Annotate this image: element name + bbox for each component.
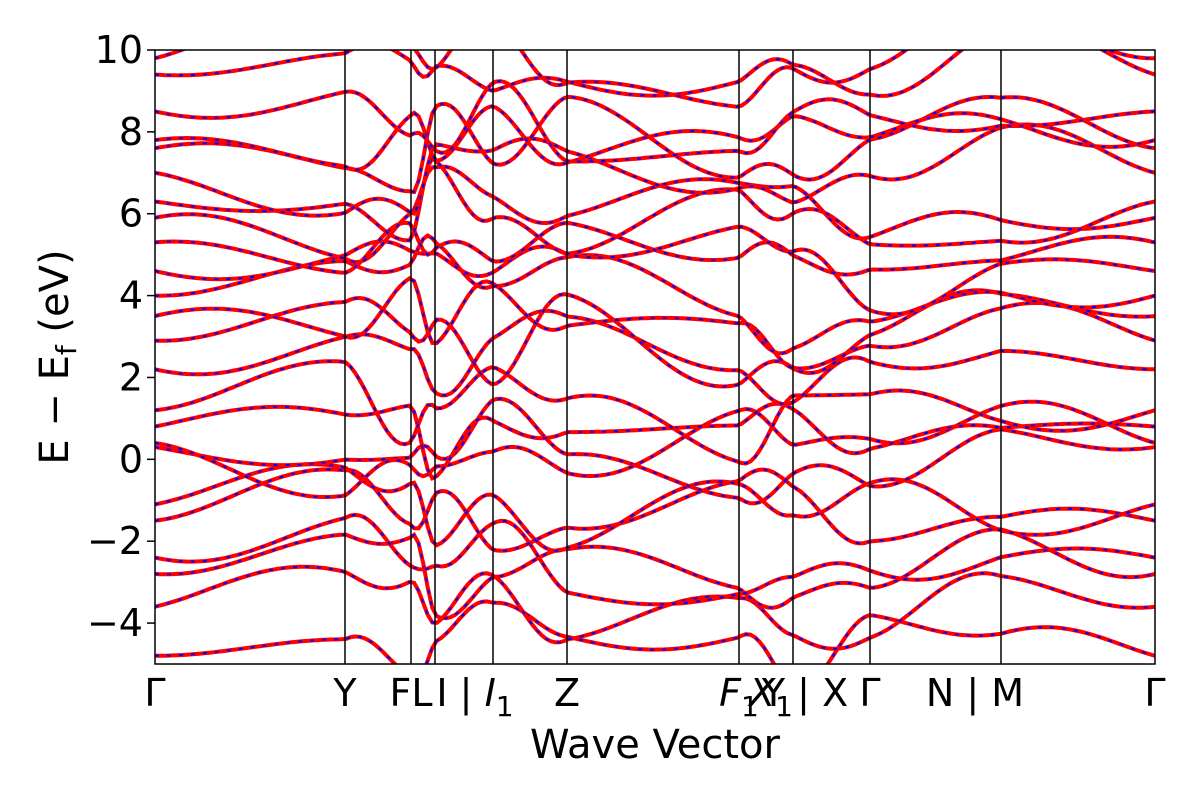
y-tick-label: 10 — [95, 28, 143, 72]
y-axis-title-main: E − E — [32, 355, 78, 465]
band-line-solid — [155, 359, 1155, 466]
band-line-solid — [155, 233, 1155, 356]
kpoint-divider-lines — [344, 50, 1002, 664]
band-line-dashed — [155, 513, 1155, 606]
band-line-solid — [155, 155, 1155, 256]
band-line-dashed — [155, 225, 1155, 316]
band-line-solid — [155, 564, 1155, 651]
kpoint-label: X1 — [747, 671, 793, 723]
band-line-solid — [155, 599, 1155, 664]
y-tick-label: 4 — [119, 274, 143, 318]
kpoint-label: I | I1 — [436, 671, 513, 723]
band-line-dashed — [155, 277, 1155, 375]
kpoint-label: Y — [332, 671, 357, 715]
y-tick-label: −2 — [87, 519, 143, 563]
kpoint-label: F1 — [719, 671, 759, 723]
band-line-solid — [155, 122, 1155, 218]
kpoint-label: Y | X — [761, 671, 848, 716]
y-axis-title-sub: f — [50, 344, 83, 355]
band-line-solid — [155, 104, 1155, 172]
y-tick-label: 2 — [119, 355, 143, 399]
band-line-dashed — [155, 397, 1155, 505]
y-axis-title: E − Ef (eV) — [32, 249, 83, 464]
band-line-solid — [155, 462, 1155, 553]
band-line-solid — [155, 220, 1155, 277]
kpoint-label: Γ — [859, 671, 880, 715]
y-tick-label: −4 — [87, 601, 143, 645]
band-line-dashed — [155, 402, 1155, 480]
band-line-dashed — [155, 123, 1155, 217]
band-line-solid — [155, 399, 1155, 499]
y-tick-label: 0 — [119, 437, 143, 481]
band-line-solid — [155, 50, 1155, 98]
band-line-dashed — [155, 80, 1155, 163]
band-line-dashed — [155, 360, 1155, 465]
x-axis-title: Wave Vector — [530, 722, 781, 768]
y-axis-ticks: −4 −2 0 2 4 6 8 10 — [87, 28, 155, 645]
band-line-dashed — [155, 463, 1155, 552]
plot-frame — [154, 49, 1156, 665]
band-line-solid — [155, 94, 1155, 195]
band-line-dashed — [155, 156, 1155, 255]
kpoint-label: N | M — [926, 671, 1024, 716]
kpoint-label: FL — [389, 671, 432, 715]
band-line-dashed — [155, 293, 1155, 388]
band-line-dashed — [155, 528, 1155, 620]
kpoint-label: Z — [554, 671, 580, 715]
band-line-solid — [155, 396, 1155, 506]
band-line-dashed — [155, 105, 1155, 171]
band-line-dashed — [155, 468, 1155, 552]
y-tick-label: 8 — [119, 110, 143, 154]
y-axis-title-unit: (eV) — [32, 249, 78, 345]
band-line-dashed — [155, 95, 1155, 194]
y-tick-label: 6 — [119, 192, 143, 236]
band-line-dashed — [155, 309, 1155, 406]
band-line-dashed — [155, 50, 1155, 97]
kpoint-label: Γ — [144, 671, 165, 715]
band-line-dashed — [155, 221, 1155, 276]
band-line-dashed — [155, 165, 1155, 264]
band-line-dashed — [155, 50, 1155, 108]
bands-group — [155, 50, 1155, 664]
kpoint-label: Γ — [1144, 671, 1165, 715]
